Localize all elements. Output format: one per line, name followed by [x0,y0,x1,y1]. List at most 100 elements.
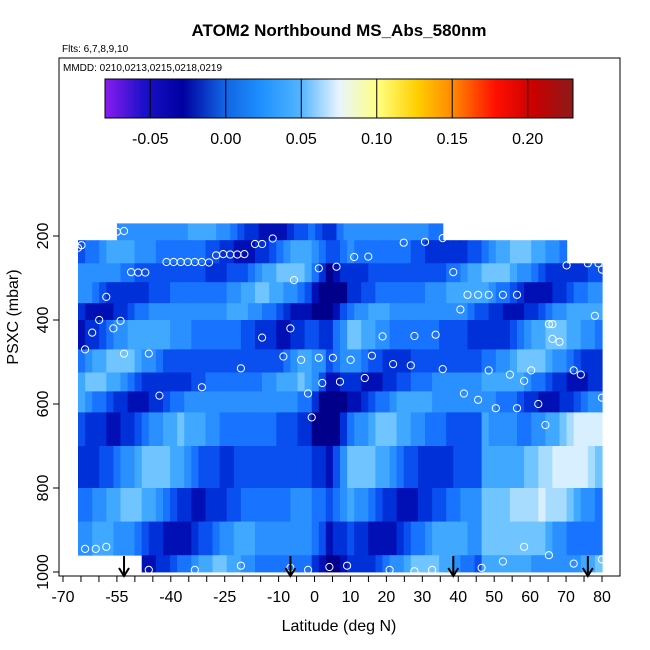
heatmap-cell [389,282,398,304]
data-point [73,243,83,252]
heatmap-cell [219,349,228,373]
heatmap-cell [113,320,122,350]
heatmap-cell [467,412,476,447]
y-tick-label: 800 [35,475,52,502]
heatmap-cell [92,446,100,489]
heatmap-cell [524,446,532,489]
heatmap-cell [226,391,235,413]
heatmap-cell [481,391,490,413]
heatmap-cell [587,412,596,447]
heatmap-cell [212,263,221,283]
heatmap-cell [552,282,561,304]
heatmap-cell [332,320,341,350]
heatmap-cell [410,282,419,304]
heatmap-cell [517,263,525,283]
heatmap-cell [594,372,603,392]
heatmap-cell [226,555,235,573]
heatmap-cell [375,521,384,556]
data-point [346,355,355,364]
heatmap-cell [559,240,568,264]
data-point [520,376,529,385]
heatmap-cell [170,240,178,264]
heatmap-cell [502,282,511,304]
heatmap-cell [325,521,334,556]
heatmap-cell [517,521,525,556]
heatmap-cell [417,282,426,304]
heatmap-cell [453,349,461,373]
heatmap-cell [198,446,207,489]
heatmap-cell [347,320,355,350]
heatmap-cell [262,412,270,447]
heatmap-cell [545,521,554,556]
x-tick-label: 10 [342,589,360,606]
data-point [385,565,394,575]
y-tick-label: 200 [35,223,52,250]
heatmap-cell [226,412,235,447]
heatmap-cell [99,303,107,321]
heatmap-cell [297,412,306,447]
heatmap-cell [297,349,306,373]
heatmap-cell [580,412,589,447]
data-point [597,555,607,564]
heatmap-cell [417,372,426,392]
heatmap-cell [233,446,242,489]
heatmap-cell [219,282,228,304]
data-point [144,565,153,575]
heatmap-cell [276,240,284,264]
heatmap-cell [524,521,532,556]
heatmap-cell [559,555,568,573]
heatmap-cell [460,446,469,489]
heatmap-cell [403,446,412,489]
heatmap-cell [177,555,185,573]
heatmap-cell [524,488,532,522]
heatmap-cell [460,555,469,573]
heatmap-layer [78,223,603,573]
data-point [91,544,100,554]
data-point [463,290,472,299]
heatmap-cell [439,555,447,573]
heatmap-cell [425,240,433,264]
data-point [279,352,288,361]
heatmap-cell [524,303,532,321]
heatmap-cell [389,240,398,264]
heatmap-cell [85,282,93,304]
heatmap-cell [276,349,284,373]
heatmap-cell [343,223,352,241]
heatmap-cell [226,349,235,373]
heatmap-cell [134,349,143,373]
heatmap-cell [177,521,185,556]
heatmap-cell [223,223,231,241]
heatmap-cell [417,263,426,283]
data-point [512,404,522,413]
heatmap-cell [559,282,568,304]
heatmap-cell [92,303,100,321]
heatmap-cell [474,320,483,350]
heatmap-cell [332,240,341,264]
heatmap-cell [255,240,263,264]
heatmap-cell [184,488,192,522]
heatmap-cell [198,349,207,373]
heatmap-cell [467,391,476,413]
data-point [335,377,345,386]
heatmap-cell [361,488,369,522]
heatmap-cell [290,349,299,373]
chart-subtitle: Flts: 6,7,8,9,10 [62,44,129,55]
heatmap-cell [329,223,338,241]
data-point [491,404,500,413]
heatmap-cell [594,391,603,413]
heatmap-cell [446,391,454,413]
heatmap-cell [113,240,122,264]
heatmap-cell [488,240,497,264]
heatmap-cell [247,320,256,350]
heatmap-cell [467,240,476,264]
heatmap-cell [594,349,603,373]
heatmap-cell [594,521,603,556]
heatmap-cell [304,391,313,413]
heatmap-cell [141,282,150,304]
heatmap-cell [99,391,107,413]
heatmap-cell [509,263,518,283]
heatmap-cell [163,446,171,489]
heatmap-cell [509,555,518,573]
heatmap-cell [573,263,582,283]
heatmap-cell [205,412,214,447]
